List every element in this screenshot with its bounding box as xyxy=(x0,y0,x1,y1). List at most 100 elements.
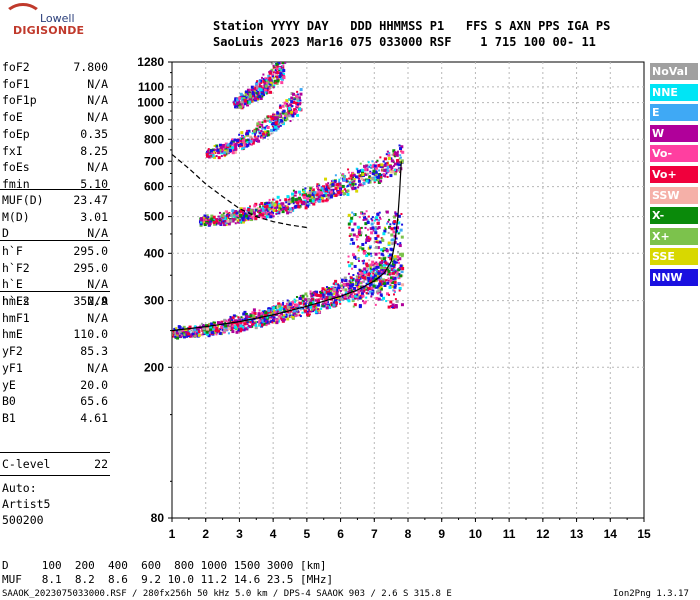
echo-point xyxy=(331,288,334,291)
echo-point xyxy=(246,103,250,107)
echo-point xyxy=(370,217,373,220)
echo-point xyxy=(394,168,398,172)
echo-point xyxy=(217,329,221,333)
echo-point xyxy=(377,289,381,293)
echo-point xyxy=(392,268,396,272)
echo-point xyxy=(252,139,255,142)
echo-point xyxy=(363,301,367,305)
param-value: N/A xyxy=(87,294,108,309)
echo-point xyxy=(314,201,317,204)
echo-point xyxy=(362,249,366,253)
echo-point xyxy=(271,308,275,312)
echo-point xyxy=(396,162,400,166)
param-value: N/A xyxy=(87,93,108,108)
echo-point xyxy=(387,254,390,257)
echo-point xyxy=(353,264,357,268)
echo-point xyxy=(242,97,246,101)
x-tick-label: 5 xyxy=(304,527,311,541)
echo-point xyxy=(353,303,357,307)
echo-point xyxy=(203,214,207,218)
echo-point xyxy=(245,96,248,99)
param-value: 85.3 xyxy=(80,344,108,359)
header-line1: Station YYYY DAY DDD HHMMSS P1 FFS S AXN… xyxy=(213,19,611,33)
echo-point xyxy=(374,285,378,289)
echo-point xyxy=(379,282,382,285)
param-name: h`E xyxy=(2,277,23,292)
echo-point xyxy=(362,214,365,217)
echo-point xyxy=(267,79,271,83)
echo-point xyxy=(303,309,307,313)
echo-point xyxy=(349,219,353,223)
echo-point xyxy=(264,203,267,206)
echo-point xyxy=(366,267,369,270)
echo-point xyxy=(397,275,400,278)
echo-point xyxy=(312,294,315,297)
echo-point xyxy=(237,216,240,219)
echo-point xyxy=(241,219,244,222)
echo-point xyxy=(233,102,236,105)
echo-point xyxy=(234,325,238,329)
echo-point xyxy=(350,287,353,290)
echo-point xyxy=(383,229,387,233)
echo-point xyxy=(383,163,387,167)
echo-point xyxy=(374,237,378,241)
echo-point xyxy=(289,306,293,310)
echo-point xyxy=(376,292,379,295)
echo-point xyxy=(215,327,219,331)
echo-point xyxy=(378,240,382,244)
y-tick-label: 1000 xyxy=(137,96,164,110)
echo-point xyxy=(365,254,369,258)
echo-point xyxy=(248,92,252,96)
echo-point xyxy=(362,280,365,283)
echo-point xyxy=(272,208,276,212)
echo-point xyxy=(246,133,250,137)
echo-point xyxy=(378,256,381,259)
param-value: 4.61 xyxy=(80,410,108,425)
echo-point xyxy=(282,55,285,58)
echo-point xyxy=(400,303,404,307)
echo-point xyxy=(227,222,231,226)
echo-point xyxy=(346,180,349,183)
echo-point xyxy=(306,295,309,298)
echo-point xyxy=(395,299,399,303)
echo-point xyxy=(269,319,273,323)
echo-point xyxy=(281,315,284,318)
echo-point xyxy=(361,268,364,271)
echo-point xyxy=(387,266,391,270)
echo-point xyxy=(254,202,258,206)
echo-point xyxy=(376,175,380,179)
echo-point xyxy=(199,324,202,327)
echo-point xyxy=(291,199,295,203)
echo-point xyxy=(239,214,243,218)
echo-point xyxy=(254,326,258,330)
echo-point xyxy=(334,193,338,197)
echo-point xyxy=(299,308,302,311)
echo-point xyxy=(276,114,279,117)
echo-point xyxy=(253,90,256,93)
echo-point xyxy=(290,110,294,114)
echo-point xyxy=(324,288,328,292)
echo-point xyxy=(240,140,243,143)
echo-point xyxy=(373,176,376,179)
echo-point xyxy=(319,294,323,298)
echo-point xyxy=(207,334,211,338)
echo-point xyxy=(364,173,367,176)
echo-point xyxy=(234,106,237,109)
echo-point xyxy=(370,286,374,290)
echo-point xyxy=(248,142,251,145)
echo-point xyxy=(232,214,236,218)
param-value: N/A xyxy=(87,110,108,125)
echo-point xyxy=(302,300,305,303)
echo-point xyxy=(387,156,391,160)
echo-point xyxy=(379,261,383,265)
echo-point xyxy=(250,136,253,139)
echo-point xyxy=(278,114,281,117)
echo-point xyxy=(382,257,386,261)
echo-point xyxy=(269,90,273,94)
echo-point xyxy=(321,298,324,301)
echo-point xyxy=(276,205,279,208)
echo-point xyxy=(205,332,209,336)
echo-point xyxy=(349,183,352,186)
x-tick-label: 8 xyxy=(405,527,412,541)
echo-point xyxy=(274,72,278,76)
